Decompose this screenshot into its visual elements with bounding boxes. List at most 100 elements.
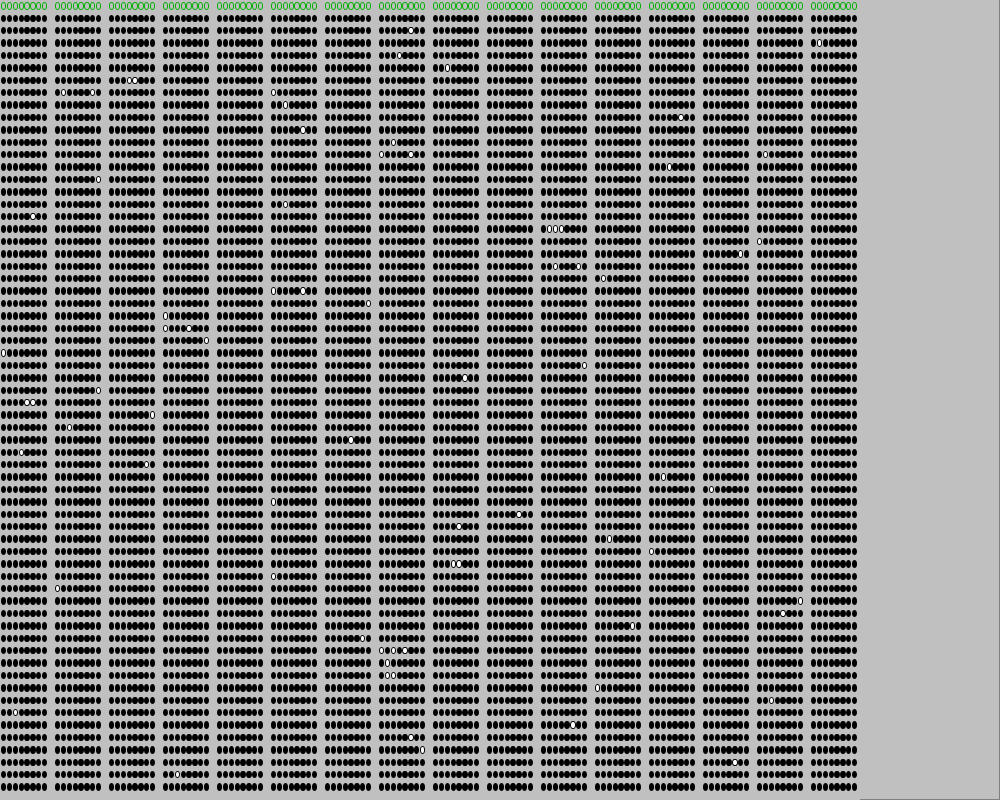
indicator-lamp-lit bbox=[414, 548, 419, 555]
indicator-lamp-lit bbox=[84, 89, 89, 96]
indicator-lamp-lit bbox=[325, 585, 330, 592]
indicator-lamp-lit bbox=[78, 374, 83, 381]
indicator-row bbox=[1, 769, 49, 781]
indicator-lamp-lit bbox=[343, 610, 348, 617]
indicator-lamp-lit bbox=[61, 486, 66, 493]
indicator-lamp-lit bbox=[258, 114, 263, 121]
indicator-lamp-lit bbox=[13, 101, 18, 108]
indicator-lamp-lit bbox=[271, 746, 276, 753]
indicator-lamp-lit bbox=[360, 77, 365, 84]
indicator-lamp-lit bbox=[300, 300, 305, 307]
indicator-lamp-lit bbox=[300, 622, 305, 629]
indicator-lamp-lit bbox=[366, 672, 371, 679]
indicator-lamp-lit bbox=[84, 387, 89, 394]
indicator-lamp-lit bbox=[312, 337, 317, 344]
indicator-lamp-lit bbox=[366, 511, 371, 518]
indicator-lamp-lit bbox=[132, 101, 137, 108]
indicator-lamp-lit bbox=[121, 548, 126, 555]
indicator-lamp-lit bbox=[84, 176, 89, 183]
indicator-lamp-lit bbox=[360, 622, 365, 629]
indicator-lamp-lit bbox=[19, 188, 24, 195]
indicator-row bbox=[1, 435, 49, 447]
indicator-lamp-lit bbox=[36, 151, 41, 158]
indicator-lamp-lit bbox=[96, 275, 101, 282]
indicator-row bbox=[271, 174, 319, 186]
indicator-lamp-lit bbox=[385, 597, 390, 604]
indicator-lamp-lit bbox=[277, 436, 282, 443]
indicator-lamp-lit bbox=[169, 535, 174, 542]
indicator-lamp-lit bbox=[433, 424, 438, 431]
indicator-lamp-lit bbox=[84, 52, 89, 59]
indicator-lamp-lit bbox=[348, 213, 353, 220]
indicator-lamp-lit bbox=[337, 622, 342, 629]
indicator-lamp-lit bbox=[397, 771, 402, 778]
indicator-lamp-lit bbox=[127, 139, 132, 146]
indicator-lamp-lit bbox=[181, 597, 186, 604]
indicator-row bbox=[379, 435, 427, 447]
indicator-lamp-lit bbox=[277, 734, 282, 741]
indicator-lamp-lit bbox=[474, 486, 479, 493]
indicator-row bbox=[379, 137, 427, 149]
indicator-lamp-lit bbox=[90, 684, 95, 691]
indicator-lamp-lit bbox=[127, 771, 132, 778]
indicator-lamp-lit bbox=[360, 52, 365, 59]
indicator-lamp-lit bbox=[55, 225, 60, 232]
indicator-lamp-lit bbox=[7, 374, 12, 381]
indicator-lamp-lit bbox=[337, 672, 342, 679]
indicator-lamp-lit bbox=[192, 300, 197, 307]
indicator-lamp-lit bbox=[13, 573, 18, 580]
status-lamp bbox=[90, 2, 95, 9]
indicator-lamp-lit bbox=[198, 697, 203, 704]
indicator-lamp-lit bbox=[121, 387, 126, 394]
status-lamp bbox=[240, 2, 245, 9]
indicator-lamp-lit bbox=[240, 734, 245, 741]
indicator-row bbox=[109, 559, 157, 571]
indicator-lamp-lit bbox=[96, 263, 101, 270]
indicator-lamp-lit bbox=[414, 424, 419, 431]
indicator-lamp-lit bbox=[1, 362, 6, 369]
indicator-lamp-lit bbox=[61, 684, 66, 691]
indicator-lamp-lit bbox=[289, 101, 294, 108]
indicator-lamp-lit bbox=[271, 374, 276, 381]
indicator-lamp-lit bbox=[246, 325, 251, 332]
indicator-lamp-lit bbox=[163, 622, 168, 629]
indicator-lamp-lit bbox=[175, 635, 180, 642]
indicator-lamp-lit bbox=[397, 151, 402, 158]
indicator-lamp-lit bbox=[325, 783, 330, 790]
indicator-lamp-lit bbox=[283, 225, 288, 232]
indicator-lamp-lit bbox=[420, 300, 425, 307]
indicator-lamp-lit bbox=[289, 250, 294, 257]
indicator-lamp-lit bbox=[246, 139, 251, 146]
indicator-lamp-lit bbox=[127, 548, 132, 555]
indicator-lamp-lit bbox=[78, 101, 83, 108]
indicator-lamp-lit bbox=[277, 548, 282, 555]
indicator-lamp-lit bbox=[258, 672, 263, 679]
indicator-lamp-lit bbox=[456, 176, 461, 183]
indicator-lamp-lit bbox=[337, 101, 342, 108]
indicator-lamp-lit bbox=[331, 697, 336, 704]
indicator-lamp-lit bbox=[223, 486, 228, 493]
indicator-lamp-lit bbox=[73, 659, 78, 666]
indicator-lamp-lit bbox=[217, 250, 222, 257]
indicator-row bbox=[1, 745, 49, 757]
indicator-lamp-lit bbox=[7, 622, 12, 629]
indicator-lamp-lit bbox=[186, 436, 191, 443]
indicator-lamp-lit bbox=[366, 139, 371, 146]
indicator-lamp-lit bbox=[397, 597, 402, 604]
indicator-lamp-lit bbox=[163, 362, 168, 369]
indicator-lamp-lit bbox=[433, 461, 438, 468]
indicator-lamp-lit bbox=[235, 771, 240, 778]
indicator-lamp-lit bbox=[420, 15, 425, 22]
indicator-lamp-lit bbox=[127, 783, 132, 790]
indicator-row bbox=[163, 236, 211, 248]
indicator-lamp-lit bbox=[235, 461, 240, 468]
indicator-lamp-lit bbox=[402, 560, 407, 567]
indicator-lamp-lit bbox=[325, 721, 330, 728]
indicator-row bbox=[109, 571, 157, 583]
indicator-lamp-lit bbox=[121, 734, 126, 741]
indicator-lamp-lit bbox=[325, 771, 330, 778]
indicator-lamp-lit bbox=[78, 362, 83, 369]
status-lamp bbox=[306, 2, 311, 9]
indicator-lamp-lit bbox=[24, 263, 29, 270]
indicator-lamp-lit bbox=[55, 300, 60, 307]
